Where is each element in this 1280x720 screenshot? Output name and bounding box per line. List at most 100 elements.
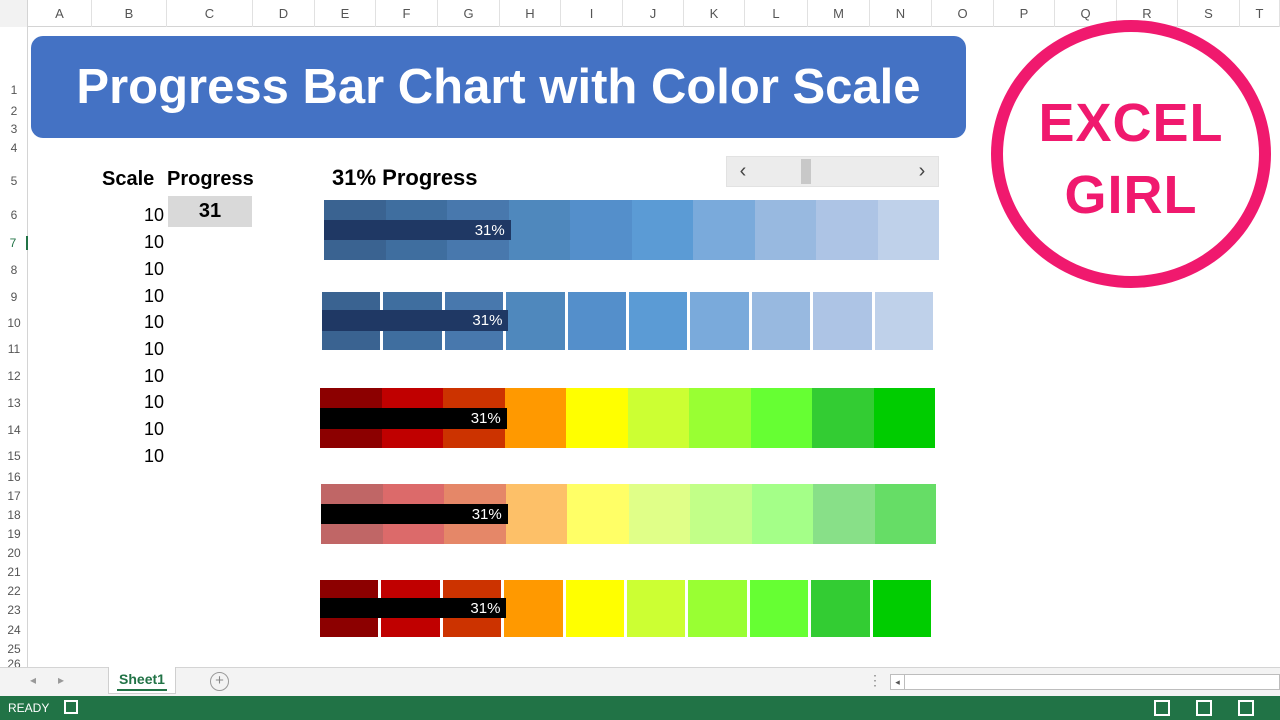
row-header-20[interactable]: 20	[7, 546, 21, 560]
row-header-25[interactable]: 25	[7, 642, 21, 656]
scale-value-cell[interactable]: 10	[143, 286, 164, 306]
row-header-15[interactable]: 15	[7, 449, 21, 463]
row-header-11[interactable]: 11	[7, 342, 21, 356]
scale-value-cell[interactable]: 10	[143, 339, 164, 359]
column-header-q[interactable]: Q	[1055, 0, 1117, 27]
chart-caption: 31% Progress	[332, 165, 478, 190]
color-scale-segment	[816, 200, 878, 260]
row-header-12[interactable]: 12	[7, 369, 21, 383]
color-scale-segment	[567, 292, 626, 350]
scale-value-cell[interactable]: 10	[143, 259, 164, 279]
row-header-bar: 1 2 3 4 5 6 7 8 9 10 11 12 13 14 15 16 17 18 19 20 21 22 23 24 2…	[0, 27, 28, 671]
progress-input-cell[interactable]: 31	[168, 196, 252, 227]
color-scale-segment	[874, 484, 936, 544]
scale-value-cell[interactable]: 10	[143, 446, 164, 466]
color-scale-segment	[813, 292, 872, 350]
column-header-r[interactable]: R	[1117, 0, 1178, 27]
row-header-22[interactable]: 22	[7, 584, 21, 598]
row-header-21[interactable]: 21	[7, 565, 21, 579]
row-header-10[interactable]: 10	[7, 316, 21, 330]
column-header-s[interactable]: S	[1178, 0, 1240, 27]
column-header-j[interactable]: J	[623, 0, 684, 27]
progress-bar-fill: 31%	[324, 220, 511, 240]
color-scale-segment	[505, 484, 567, 544]
add-sheet-icon[interactable]: +	[210, 672, 229, 691]
scroll-thumb[interactable]	[801, 159, 811, 184]
column-header-g[interactable]: G	[438, 0, 500, 27]
row-header-13[interactable]: 13	[7, 396, 21, 410]
scroll-left-icon[interactable]: ◂	[891, 675, 905, 689]
scale-value-cell[interactable]: 10	[143, 419, 164, 439]
row-header-24[interactable]: 24	[7, 623, 21, 637]
column-header-b[interactable]: B	[92, 0, 167, 27]
row-header-4[interactable]: 4	[10, 141, 18, 155]
color-scale-segment	[504, 580, 563, 637]
color-scale-segment	[689, 388, 751, 448]
scale-value-cell[interactable]: 10	[143, 312, 164, 332]
column-header-l[interactable]: L	[745, 0, 808, 27]
column-header-p[interactable]: P	[994, 0, 1055, 27]
column-header-t[interactable]: T	[1240, 0, 1280, 27]
normal-view-icon[interactable]	[1154, 700, 1170, 716]
column-header-n[interactable]: N	[870, 0, 932, 27]
row-header-16[interactable]: 16	[7, 470, 21, 484]
row-header-7[interactable]: 7	[0, 236, 28, 250]
tab-sheet1[interactable]: Sheet1	[108, 667, 176, 694]
tab-splitter-icon[interactable]: ⋮	[868, 672, 882, 688]
scroll-left-button[interactable]: ‹	[739, 160, 747, 182]
row-header-5[interactable]: 5	[10, 174, 18, 188]
color-scale-segment	[812, 388, 874, 448]
column-header-d[interactable]: D	[253, 0, 315, 27]
row-header-6[interactable]: 6	[10, 208, 18, 222]
progress-chart-blue-solid: 31%	[324, 200, 939, 260]
row-header-19[interactable]: 19	[7, 527, 21, 541]
logo-line-girl: GIRL	[1064, 165, 1198, 225]
color-scale-segment	[813, 484, 875, 544]
row-header-2[interactable]: 2	[10, 104, 18, 118]
scale-value-cell[interactable]: 10	[143, 232, 164, 252]
next-sheet-icon[interactable]: ▸	[58, 673, 65, 687]
row-header-9[interactable]: 9	[10, 290, 18, 304]
column-header-k[interactable]: K	[684, 0, 745, 27]
row-header-1[interactable]: 1	[10, 83, 18, 97]
scale-value-cell[interactable]: 10	[143, 366, 164, 386]
column-header-i[interactable]: I	[561, 0, 623, 27]
column-header-a[interactable]: A	[28, 0, 92, 27]
row-header-17[interactable]: 17	[7, 489, 21, 503]
scale-value-cell[interactable]: 10	[143, 392, 164, 412]
scale-value-cell[interactable]: 10	[143, 205, 164, 225]
row-header-8[interactable]: 8	[10, 263, 18, 277]
column-header-c[interactable]: C	[167, 0, 253, 27]
color-scale-segment	[629, 292, 688, 350]
color-scale-segment	[631, 200, 693, 260]
column-header-h[interactable]: H	[500, 0, 561, 27]
select-all-corner[interactable]	[0, 0, 28, 27]
color-scale-segment	[754, 200, 816, 260]
macro-record-icon[interactable]	[64, 700, 78, 714]
color-scale-segment	[690, 484, 752, 544]
row-header-18[interactable]: 18	[7, 508, 21, 522]
progress-bar-fill: 31%	[320, 598, 507, 618]
color-scale-segment	[627, 388, 689, 448]
horizontal-scrollbar[interactable]: ◂	[890, 674, 1280, 690]
scale-header: Scale	[102, 168, 155, 190]
row-header-3[interactable]: 3	[10, 122, 18, 136]
page-layout-view-icon[interactable]	[1196, 700, 1212, 716]
color-scale-segment	[874, 292, 933, 350]
scroll-right-button[interactable]: ›	[918, 160, 926, 182]
page-title: Progress Bar Chart with Color Scale	[76, 60, 921, 114]
column-header-e[interactable]: E	[315, 0, 376, 27]
row-header-23[interactable]: 23	[7, 603, 21, 617]
color-scale-segment	[506, 292, 565, 350]
color-scale-segment	[873, 388, 935, 448]
column-header-f[interactable]: F	[376, 0, 438, 27]
page-break-view-icon[interactable]	[1238, 700, 1254, 716]
color-scale-segment	[877, 200, 939, 260]
progress-scrollbar[interactable]: ‹ ›	[726, 156, 939, 187]
column-header-m[interactable]: M	[808, 0, 870, 27]
row-header-14[interactable]: 14	[7, 423, 21, 437]
column-header-o[interactable]: O	[932, 0, 994, 27]
prev-sheet-icon[interactable]: ◂	[30, 673, 37, 687]
color-scale-segment	[750, 388, 812, 448]
